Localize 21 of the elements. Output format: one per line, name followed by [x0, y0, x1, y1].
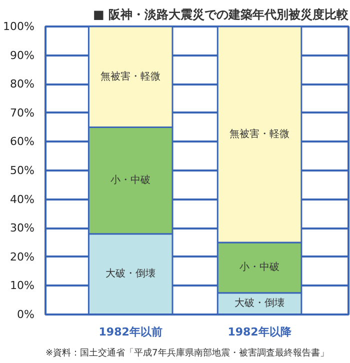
y-tick-label: 40%: [10, 192, 35, 206]
y-tick-label: 90%: [10, 48, 35, 62]
text: ※資料：国土交通省「平成7年兵庫県南部地震・被害調査最終報告書」: [46, 348, 329, 358]
y-tick-label: 70%: [10, 106, 35, 120]
series-label: 無被害・軽微: [100, 70, 161, 82]
y-tick-label: 0%: [17, 308, 34, 321]
text: 大破・倒壊: [106, 268, 156, 280]
x-tick-label: 1982年以降: [228, 326, 292, 338]
y-tick-label: 100%: [3, 20, 35, 33]
y-tick-label: 20%: [10, 250, 35, 264]
y-tick-label: 60%: [10, 135, 35, 148]
x-tick-label: 1982年以前: [98, 326, 162, 338]
y-tick-label: 50%: [10, 164, 35, 177]
text: 小・中破: [110, 175, 151, 186]
y-tick-label: 30%: [10, 222, 35, 235]
y-tick-label: 10%: [10, 279, 35, 292]
series-label: 大破・倒壊: [234, 297, 285, 310]
chart-title: ■ 阪神・淡路大震災での建築年代別被災度比較: [92, 8, 350, 22]
series-label: 小・中破: [240, 261, 280, 274]
y-tick-label: 80%: [10, 78, 35, 91]
text: 無被害・軽微: [230, 129, 290, 140]
